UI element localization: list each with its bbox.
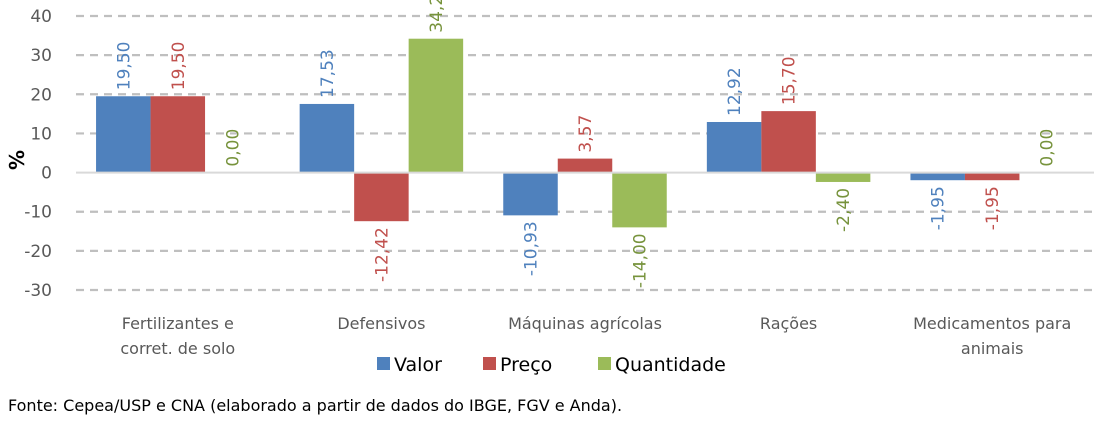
legend: Valor Preço Quantidade xyxy=(377,354,726,376)
gridlines xyxy=(76,14,1094,292)
category-label: Medicamentos para xyxy=(913,314,1071,333)
category-labels: Fertilizantes e corret. de solo Defensivos… xyxy=(120,314,1071,358)
y-axis-label: % xyxy=(5,150,29,170)
category-label: Defensivos xyxy=(337,314,425,333)
y-tick-label: 40 xyxy=(30,7,52,27)
data-label: 3,57 xyxy=(576,115,596,153)
bar-valor xyxy=(299,103,355,173)
bar-preço xyxy=(354,172,409,222)
legend-swatch-quantidade xyxy=(598,357,611,370)
data-label: -2,40 xyxy=(834,188,854,232)
data-label: 15,70 xyxy=(780,56,800,105)
category-label: corret. de solo xyxy=(120,339,235,358)
y-tick-label: 0 xyxy=(41,164,52,184)
bar-quantidade xyxy=(815,172,871,182)
bar-chart: 40 30 20 10 0 -10 -20 -30 % 19,50 19,50 0,00 17,53… xyxy=(5,0,1094,376)
data-label: 0,00 xyxy=(223,129,243,167)
bar-valor xyxy=(706,121,762,173)
y-tick-label: 10 xyxy=(30,124,52,144)
category-label: Rações xyxy=(760,314,817,333)
source-note: Fonte: Cepea/USP e CNA (elaborado a part… xyxy=(8,396,623,415)
legend-swatch-valor xyxy=(377,357,390,370)
data-labels: 19,50 19,50 0,00 17,53 -12,42 34,20 -10,93 3,57… xyxy=(114,0,1057,288)
bar-preço xyxy=(761,111,816,173)
category-label: Fertilizantes e xyxy=(122,314,234,333)
bar-valor xyxy=(910,172,965,181)
data-label: 12,92 xyxy=(725,67,745,116)
bar-preço xyxy=(964,172,1020,181)
data-label: -1,95 xyxy=(983,186,1003,230)
data-label: 0,00 xyxy=(1038,129,1058,167)
data-label: 34,20 xyxy=(427,0,447,33)
legend-label: Valor xyxy=(394,354,442,376)
data-label: 17,53 xyxy=(318,49,338,98)
legend-label: Quantidade xyxy=(615,354,726,376)
bar-preço xyxy=(150,96,206,173)
bar-valor xyxy=(96,96,151,173)
y-tick-label: -20 xyxy=(24,242,52,262)
data-label: -12,42 xyxy=(372,227,392,282)
category-label: Máquinas agrícolas xyxy=(508,314,662,333)
bar-quantidade xyxy=(408,38,464,173)
y-tick-label: -30 xyxy=(24,281,52,301)
data-label: -10,93 xyxy=(522,221,542,276)
y-axis-ticks: 40 30 20 10 0 -10 -20 -30 xyxy=(24,7,52,301)
bar-quantidade xyxy=(612,172,667,228)
data-label: 19,50 xyxy=(169,42,189,91)
bar-valor xyxy=(503,172,558,216)
data-label: -14,00 xyxy=(631,233,651,288)
bar-preço xyxy=(557,158,613,173)
y-tick-label: 20 xyxy=(30,85,52,105)
legend-swatch-preço xyxy=(483,357,496,370)
data-label: -1,95 xyxy=(929,186,949,230)
bars xyxy=(96,38,1020,228)
y-tick-label: 30 xyxy=(30,46,52,66)
data-label: 19,50 xyxy=(114,42,134,91)
y-tick-label: -10 xyxy=(24,203,52,223)
legend-label: Preço xyxy=(500,354,552,376)
category-label: animais xyxy=(961,339,1024,358)
